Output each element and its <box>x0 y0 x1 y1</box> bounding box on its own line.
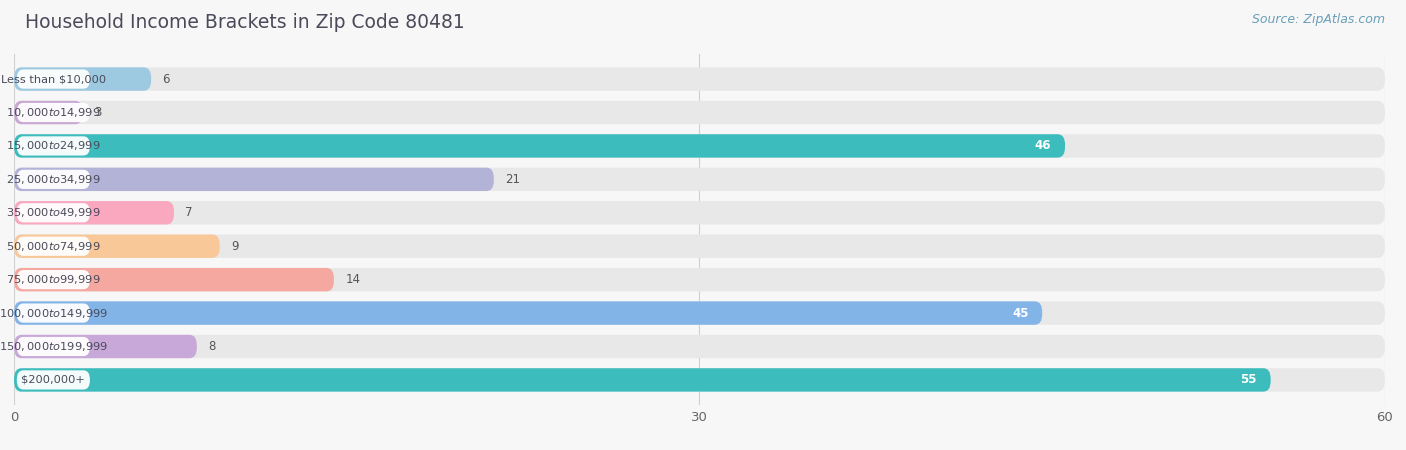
Text: $75,000 to $99,999: $75,000 to $99,999 <box>6 273 101 286</box>
FancyBboxPatch shape <box>14 68 152 91</box>
Text: 7: 7 <box>186 206 193 219</box>
FancyBboxPatch shape <box>14 335 1385 358</box>
FancyBboxPatch shape <box>14 268 1385 291</box>
FancyBboxPatch shape <box>14 302 1385 325</box>
FancyBboxPatch shape <box>17 337 90 356</box>
FancyBboxPatch shape <box>14 268 335 291</box>
Text: 46: 46 <box>1035 140 1052 153</box>
FancyBboxPatch shape <box>14 68 1385 91</box>
Text: Less than $10,000: Less than $10,000 <box>1 74 105 84</box>
Text: Household Income Brackets in Zip Code 80481: Household Income Brackets in Zip Code 80… <box>25 14 465 32</box>
FancyBboxPatch shape <box>14 168 1385 191</box>
FancyBboxPatch shape <box>14 368 1385 392</box>
FancyBboxPatch shape <box>14 168 494 191</box>
FancyBboxPatch shape <box>17 203 90 222</box>
Text: $200,000+: $200,000+ <box>21 375 86 385</box>
FancyBboxPatch shape <box>17 237 90 256</box>
FancyBboxPatch shape <box>17 170 90 189</box>
FancyBboxPatch shape <box>17 370 90 390</box>
Text: 6: 6 <box>163 72 170 86</box>
FancyBboxPatch shape <box>14 302 1042 325</box>
Text: $150,000 to $199,999: $150,000 to $199,999 <box>0 340 108 353</box>
FancyBboxPatch shape <box>14 134 1066 158</box>
Text: 8: 8 <box>208 340 215 353</box>
Text: 55: 55 <box>1240 374 1257 387</box>
Text: $100,000 to $149,999: $100,000 to $149,999 <box>0 306 108 320</box>
FancyBboxPatch shape <box>14 234 219 258</box>
FancyBboxPatch shape <box>17 103 90 122</box>
FancyBboxPatch shape <box>14 201 174 225</box>
FancyBboxPatch shape <box>14 201 1385 225</box>
Text: Source: ZipAtlas.com: Source: ZipAtlas.com <box>1251 14 1385 27</box>
FancyBboxPatch shape <box>14 101 1385 124</box>
Text: 14: 14 <box>346 273 360 286</box>
Text: $10,000 to $14,999: $10,000 to $14,999 <box>6 106 101 119</box>
FancyBboxPatch shape <box>14 335 197 358</box>
Text: 45: 45 <box>1012 306 1029 320</box>
FancyBboxPatch shape <box>17 303 90 323</box>
Text: $50,000 to $74,999: $50,000 to $74,999 <box>6 240 101 253</box>
Text: 21: 21 <box>505 173 520 186</box>
FancyBboxPatch shape <box>17 69 90 89</box>
Text: $35,000 to $49,999: $35,000 to $49,999 <box>6 206 101 219</box>
Text: $15,000 to $24,999: $15,000 to $24,999 <box>6 140 101 153</box>
FancyBboxPatch shape <box>14 368 1271 392</box>
Text: 9: 9 <box>231 240 239 253</box>
Text: $25,000 to $34,999: $25,000 to $34,999 <box>6 173 101 186</box>
FancyBboxPatch shape <box>14 101 83 124</box>
FancyBboxPatch shape <box>17 270 90 289</box>
FancyBboxPatch shape <box>14 234 1385 258</box>
Text: 3: 3 <box>94 106 101 119</box>
FancyBboxPatch shape <box>17 136 90 156</box>
FancyBboxPatch shape <box>14 134 1385 158</box>
